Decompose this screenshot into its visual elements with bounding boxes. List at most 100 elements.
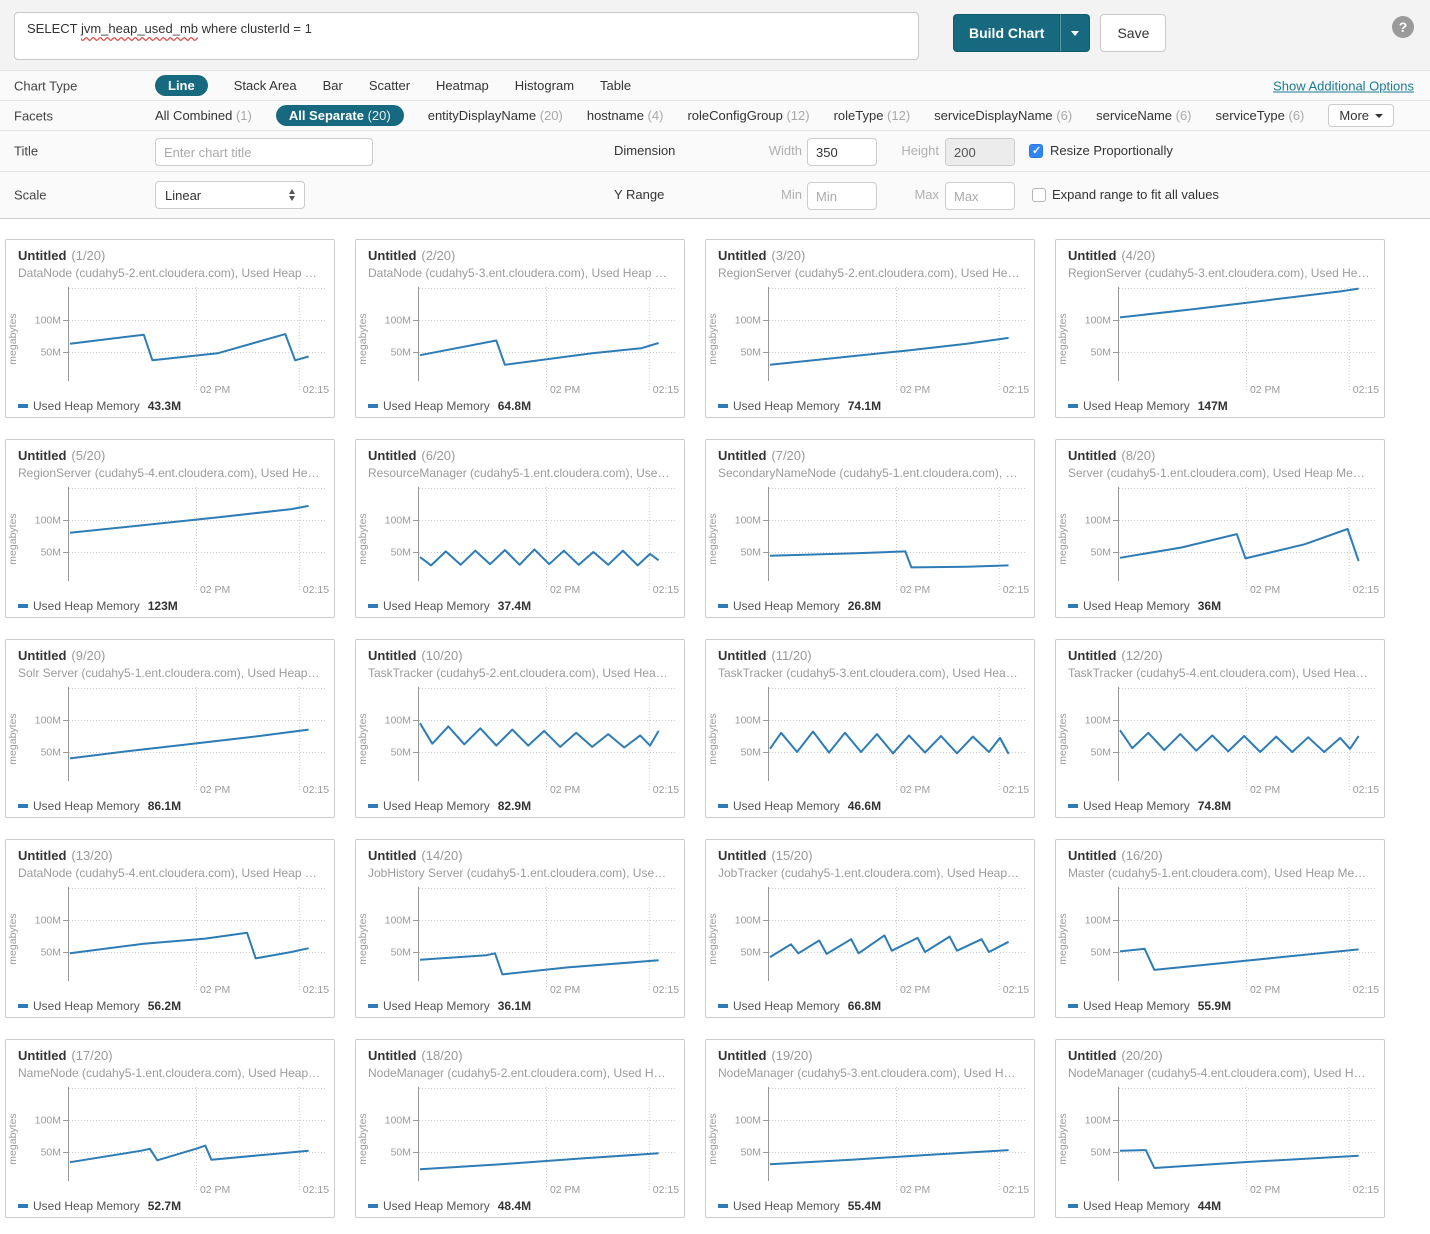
line-chart[interactable]: 50M 100M 02 PM 02:15 megabytes	[706, 481, 1035, 599]
facet-option-servicename[interactable]: serviceName (6)	[1096, 108, 1192, 123]
save-button[interactable]: Save	[1100, 14, 1167, 52]
chart-type-option-scatter[interactable]: Scatter	[368, 78, 411, 93]
svg-text:100M: 100M	[1085, 315, 1111, 327]
scale-select[interactable]: Linear	[155, 181, 305, 209]
line-chart[interactable]: 50M 100M 02 PM 02:15 megabytes	[6, 1081, 335, 1199]
svg-text:100M: 100M	[735, 1115, 761, 1127]
y-max-input[interactable]	[945, 182, 1015, 210]
svg-text:100M: 100M	[385, 315, 411, 327]
svg-text:megabytes: megabytes	[707, 913, 719, 964]
facet-option-all-separate[interactable]: All Separate (20)	[275, 105, 404, 126]
facet-option-entitydisplayname[interactable]: entityDisplayName (20)	[427, 108, 563, 123]
line-chart[interactable]: 50M 100M 02 PM 02:15 megabytes	[6, 481, 335, 599]
svg-text:02:15: 02:15	[1003, 584, 1029, 596]
facet-option-all-combined[interactable]: All Combined (1)	[155, 108, 252, 123]
svg-text:50M: 50M	[741, 547, 761, 559]
svg-text:50M: 50M	[41, 547, 61, 559]
line-chart[interactable]: 50M 100M 02 PM 02:15 megabytes	[1056, 481, 1385, 599]
chart-type-options: Line Stack Area Bar Scatter Heatmap Histogram…	[155, 71, 631, 100]
query-input[interactable]: SELECT jvm_heap_used_mb where clusterId …	[14, 12, 919, 60]
expand-range-checkbox[interactable]	[1032, 188, 1046, 202]
svg-text:megabytes: megabytes	[1057, 513, 1069, 564]
legend-label: Used Heap Memory	[1083, 1199, 1190, 1213]
chart-type-option-stack-area[interactable]: Stack Area	[233, 78, 297, 93]
svg-text:megabytes: megabytes	[7, 513, 19, 564]
chart-index: (6/20)	[421, 448, 456, 463]
legend-label: Used Heap Memory	[733, 799, 840, 813]
legend-label: Used Heap Memory	[733, 1199, 840, 1213]
facet-option-servicedisplayname[interactable]: serviceDisplayName (6)	[934, 108, 1073, 123]
line-chart[interactable]: 50M 100M 02 PM 02:15 megabytes	[356, 481, 685, 599]
line-chart[interactable]: 50M 100M 02 PM 02:15 megabytes	[1056, 281, 1385, 399]
line-chart[interactable]: 50M 100M 02 PM 02:15 megabytes	[1056, 1081, 1385, 1199]
chart-index: (19/20)	[771, 1048, 813, 1063]
line-chart[interactable]: 50M 100M 02 PM 02:15 megabytes	[6, 281, 335, 399]
chart-subtitle: TaskTracker (cudahy5-4.ent.cloudera.com)…	[1068, 666, 1384, 680]
line-chart[interactable]: 50M 100M 02 PM 02:15 megabytes	[356, 281, 685, 399]
legend-label: Used Heap Memory	[383, 599, 490, 613]
chart-type-option-bar[interactable]: Bar	[322, 78, 343, 93]
line-chart[interactable]: 50M 100M 02 PM 02:15 megabytes	[356, 881, 685, 999]
line-chart[interactable]: 50M 100M 02 PM 02:15 megabytes	[6, 881, 335, 999]
chart-index: (12/20)	[1121, 648, 1163, 663]
chart-type-option-line[interactable]: Line	[155, 75, 208, 96]
chart-card-5: Untitled (5/20) RegionServer (cudahy5-4.e…	[5, 439, 335, 618]
facet-option-hostname[interactable]: hostname (4)	[586, 108, 664, 123]
legend-swatch-icon	[368, 1204, 378, 1208]
chart-card-15: Untitled (15/20) JobTracker (cudahy5-1.en…	[705, 839, 1035, 1018]
svg-text:50M: 50M	[41, 947, 61, 959]
legend-value: 48.4M	[497, 1199, 532, 1213]
legend-value: 46.6M	[847, 799, 882, 813]
line-chart[interactable]: 50M 100M 02 PM 02:15 megabytes	[706, 281, 1035, 399]
line-chart[interactable]: 50M 100M 02 PM 02:15 megabytes	[1056, 881, 1385, 999]
svg-text:02 PM: 02 PM	[200, 1184, 230, 1196]
chevron-down-icon	[1071, 30, 1080, 36]
line-chart[interactable]: 50M 100M 02 PM 02:15 megabytes	[706, 681, 1035, 799]
build-chart-dropdown-button[interactable]	[1060, 14, 1091, 52]
chart-card-1: Untitled (1/20) DataNode (cudahy5-2.ent.c…	[5, 239, 335, 418]
svg-text:50M: 50M	[1091, 747, 1111, 759]
facet-option-servicetype[interactable]: serviceType (6)	[1215, 108, 1305, 123]
chart-card-12: Untitled (12/20) TaskTracker (cudahy5-4.e…	[1055, 639, 1385, 818]
chart-card-8: Untitled (8/20) Server (cudahy5-1.ent.clo…	[1055, 439, 1385, 618]
legend-value: 56.2M	[147, 999, 182, 1013]
line-chart[interactable]: 50M 100M 02 PM 02:15 megabytes	[356, 1081, 685, 1199]
query-row: SELECT jvm_heap_used_mb where clusterId …	[0, 0, 1430, 70]
line-chart[interactable]: 50M 100M 02 PM 02:15 megabytes	[706, 881, 1035, 999]
svg-text:100M: 100M	[735, 915, 761, 927]
line-chart[interactable]: 50M 100M 02 PM 02:15 megabytes	[6, 681, 335, 799]
y-min-input[interactable]	[807, 182, 877, 210]
build-chart-button[interactable]: Build Chart	[953, 14, 1061, 52]
chart-builder-panel: SELECT jvm_heap_used_mb where clusterId …	[0, 0, 1430, 219]
legend-value: 74.1M	[847, 399, 882, 413]
facet-option-roletype[interactable]: roleType (12)	[833, 108, 911, 123]
facets-more-button[interactable]: More	[1328, 104, 1395, 127]
legend-swatch-icon	[18, 604, 28, 608]
legend-value: 26.8M	[847, 599, 882, 613]
resize-proportionally-checkbox[interactable]	[1029, 144, 1043, 158]
legend-label: Used Heap Memory	[1083, 399, 1190, 413]
legend-label: Used Heap Memory	[1083, 999, 1190, 1013]
legend-label: Used Heap Memory	[383, 1199, 490, 1213]
line-chart[interactable]: 50M 100M 02 PM 02:15 megabytes	[356, 681, 685, 799]
chart-type-option-histogram[interactable]: Histogram	[514, 78, 575, 93]
legend-value: 36M	[1197, 599, 1222, 613]
svg-text:02:15: 02:15	[1003, 384, 1029, 396]
chart-title-input[interactable]	[155, 138, 373, 166]
svg-text:50M: 50M	[1091, 1147, 1111, 1159]
svg-text:megabytes: megabytes	[7, 913, 19, 964]
chart-card-20: Untitled (20/20) NodeManager (cudahy5-4.e…	[1055, 1039, 1385, 1218]
line-chart[interactable]: 50M 100M 02 PM 02:15 megabytes	[1056, 681, 1385, 799]
line-chart[interactable]: 50M 100M 02 PM 02:15 megabytes	[706, 1081, 1035, 1199]
show-additional-options-link[interactable]: Show Additional Options	[1273, 78, 1414, 93]
width-input[interactable]	[807, 138, 877, 166]
svg-text:02:15: 02:15	[303, 384, 329, 396]
chart-type-option-table[interactable]: Table	[600, 78, 632, 93]
title-dimension-row: Title Dimension Width Height Resize Prop…	[0, 130, 1430, 171]
chart-subtitle: Solr Server (cudahy5-1.ent.cloudera.com)…	[18, 666, 334, 680]
facet-option-roleconfiggroup[interactable]: roleConfigGroup (12)	[687, 108, 810, 123]
help-icon[interactable]: ?	[1392, 16, 1414, 38]
height-input[interactable]	[945, 138, 1015, 166]
chart-type-option-heatmap[interactable]: Heatmap	[436, 78, 489, 93]
legend-swatch-icon	[718, 604, 728, 608]
